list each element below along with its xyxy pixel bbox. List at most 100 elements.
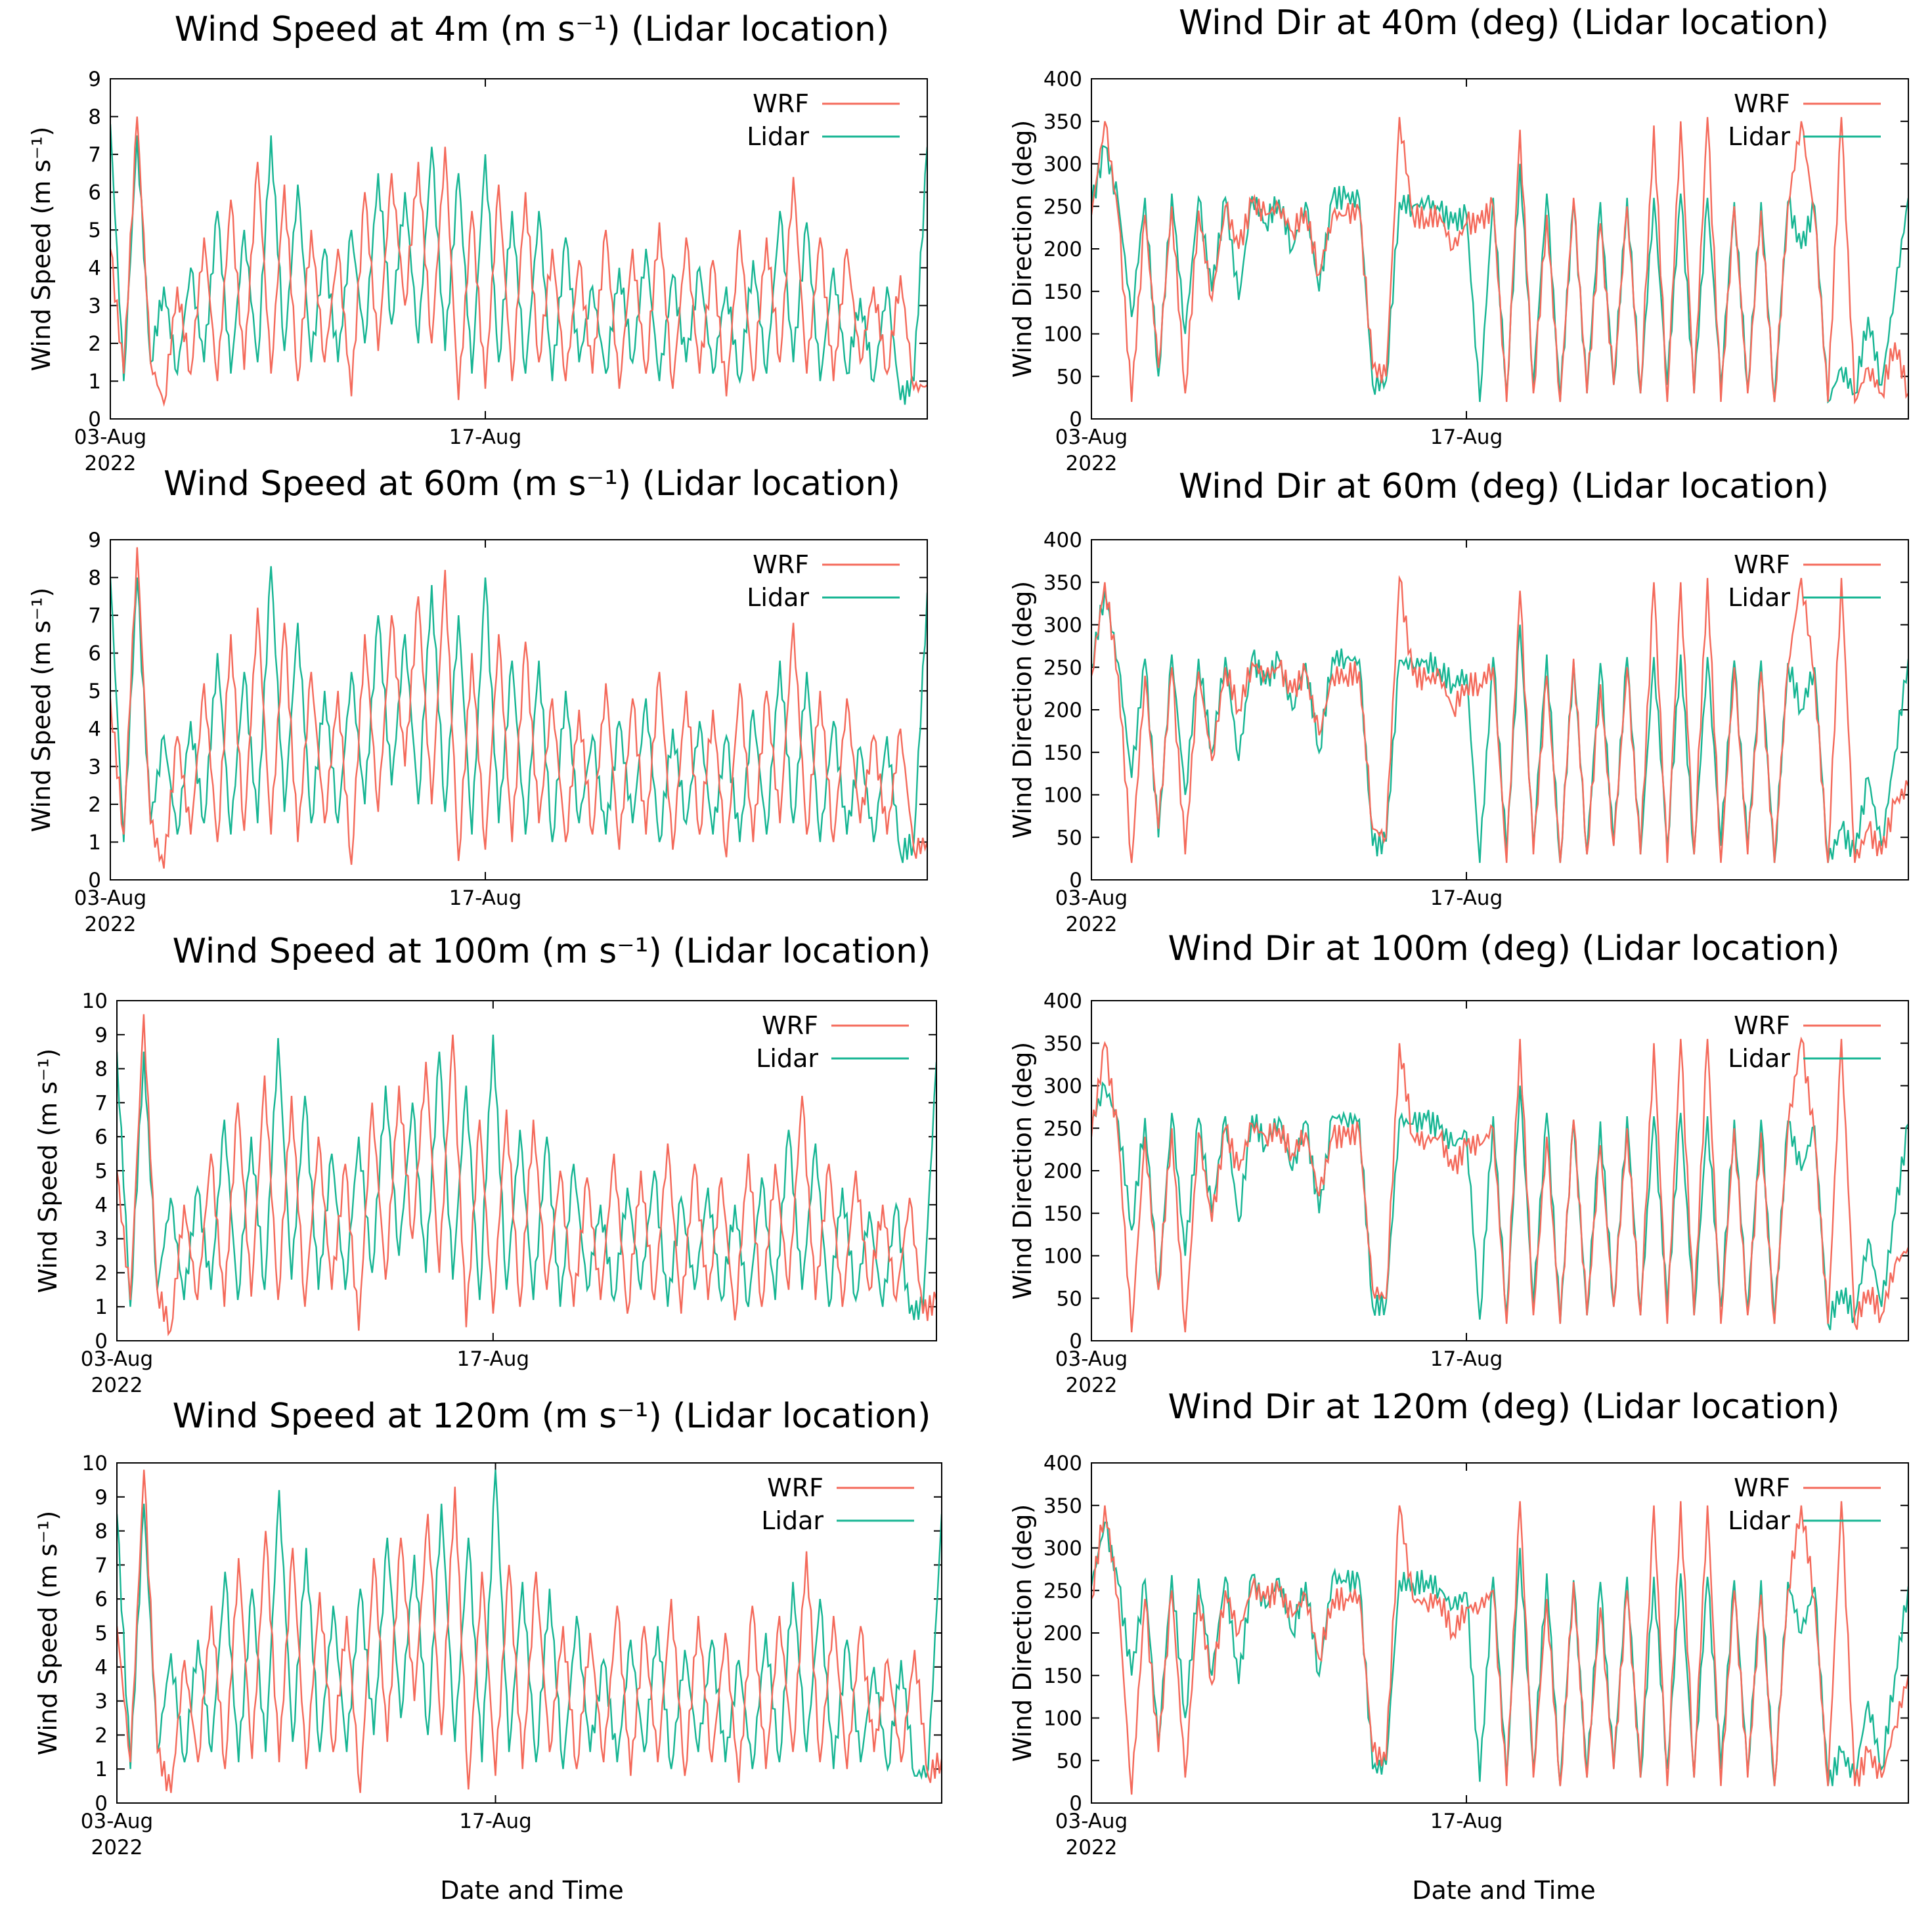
y-tick-label: 7 (88, 143, 101, 167)
legend-label-wrf: WRF (753, 89, 809, 118)
y-tick-label: 3 (95, 1690, 108, 1714)
series-line-wrf (1091, 1036, 1908, 1333)
y-tick-label: 1 (88, 831, 101, 854)
chart-title: Wind Dir at 120m (deg) (Lidar location) (1168, 1387, 1839, 1427)
y-tick-label: 350 (1043, 1032, 1082, 1056)
y-tick-label: 6 (95, 1588, 108, 1611)
plot-frame (1091, 539, 1909, 881)
y-tick-label: 9 (88, 68, 101, 91)
y-tick-label: 350 (1043, 110, 1082, 134)
y-tick-label: 8 (95, 1520, 108, 1544)
y-tick-label: 8 (88, 106, 101, 129)
y-tick-label: 0 (88, 869, 101, 892)
legend-label-lidar: Lidar (1728, 1044, 1790, 1073)
y-tick-label: 0 (1069, 1792, 1082, 1816)
series-line-wrf (1091, 1501, 1908, 1795)
y-tick-label: 7 (88, 604, 101, 628)
x-tick-label: 03-Aug (81, 1347, 153, 1371)
y-tick-label: 250 (1043, 1117, 1082, 1141)
y-tick-label: 300 (1043, 1537, 1082, 1561)
y-tick-label: 0 (1069, 408, 1082, 431)
y-tick-label: 6 (88, 181, 101, 205)
y-tick-label: 150 (1043, 741, 1082, 765)
y-tick-label: 400 (1043, 990, 1082, 1013)
chart-panel-8: Wind Dir at 120m (deg) (Lidar location) 0… (1008, 1387, 1909, 1860)
y-tick-label: 200 (1043, 238, 1082, 261)
x-tick-label: 17-Aug (457, 1347, 529, 1371)
x-tick-label: 03-Aug (1055, 1347, 1128, 1371)
x-tick-sublabel: 2022 (91, 1374, 143, 1397)
x-tick-label: 03-Aug (81, 1810, 153, 1833)
x-tick-label: 03-Aug (1055, 425, 1128, 449)
chart-title: Wind Speed at 100m (m s⁻¹) (Lidar locati… (173, 932, 931, 971)
x-tick-label: 17-Aug (1430, 425, 1503, 449)
y-axis-label: Wind Direction (deg) (1008, 1042, 1037, 1300)
y-tick-label: 250 (1043, 1579, 1082, 1603)
y-tick-label: 150 (1043, 1202, 1082, 1226)
y-axis-label: Wind Speed (m s⁻¹) (33, 1049, 62, 1294)
y-tick-label: 2 (95, 1261, 108, 1285)
y-tick-label: 1 (95, 1758, 108, 1781)
legend-label-lidar: Lidar (747, 122, 809, 151)
y-tick-label: 0 (1069, 869, 1082, 892)
y-axis-label: Wind Direction (deg) (1008, 120, 1037, 378)
y-tick-label: 50 (1057, 1749, 1082, 1773)
x-tick-sublabel: 2022 (1066, 913, 1118, 936)
legend-label-wrf: WRF (1734, 550, 1790, 579)
plot-frame (1091, 1000, 1909, 1341)
y-tick-label: 200 (1043, 699, 1082, 722)
chart-title: Wind Speed at 60m (m s⁻¹) (Lidar locatio… (164, 464, 900, 504)
y-tick-label: 3 (88, 755, 101, 779)
y-tick-label: 400 (1043, 68, 1082, 91)
y-tick-label: 0 (95, 1792, 108, 1816)
chart-title: Wind Dir at 40m (deg) (Lidar location) (1179, 3, 1829, 43)
legend-label-lidar: Lidar (761, 1506, 823, 1535)
plot-frame (110, 539, 928, 881)
y-tick-label: 50 (1057, 826, 1082, 850)
chart-panel-7: Wind Speed at 120m (m s⁻¹) (Lidar locati… (33, 1397, 942, 1860)
x-axis-label-right: Date and Time (1412, 1876, 1595, 1905)
y-tick-label: 4 (88, 718, 101, 741)
legend-label-wrf: WRF (1734, 89, 1790, 118)
chart-panel-2: Wind Dir at 40m (deg) (Lidar location) 0 5… (1008, 3, 1909, 475)
y-tick-label: 2 (95, 1724, 108, 1747)
x-tick-sublabel: 2022 (1066, 1836, 1118, 1860)
y-tick-label: 250 (1043, 195, 1082, 219)
x-axis-label-left: Date and Time (440, 1876, 623, 1905)
x-tick-label: 03-Aug (1055, 1810, 1128, 1833)
chart-panel-4: Wind Dir at 60m (deg) (Lidar location) 0 5… (1008, 467, 1909, 936)
plot-frame (116, 1000, 937, 1341)
plot-frame (116, 1462, 942, 1804)
y-tick-label: 1 (88, 370, 101, 393)
y-tick-label: 6 (88, 642, 101, 666)
y-tick-label: 5 (95, 1160, 108, 1183)
chart-title: Wind Dir at 60m (deg) (Lidar location) (1179, 467, 1829, 506)
y-axis-label: Wind Speed (m s⁻¹) (27, 588, 56, 833)
chart-panel-6: Wind Dir at 100m (deg) (Lidar location) 0… (1008, 929, 1909, 1397)
legend-label-wrf: WRF (753, 550, 809, 579)
y-tick-label: 150 (1043, 1664, 1082, 1688)
y-tick-label: 300 (1043, 614, 1082, 638)
y-axis-label: Wind Direction (deg) (1008, 581, 1037, 839)
y-tick-label: 400 (1043, 529, 1082, 552)
plot-frame (1091, 78, 1909, 420)
legend-label-lidar: Lidar (747, 583, 809, 612)
series-line-lidar (110, 124, 927, 405)
y-tick-label: 100 (1043, 1707, 1082, 1731)
y-tick-label: 150 (1043, 280, 1082, 304)
y-tick-label: 0 (88, 408, 101, 431)
y-tick-label: 9 (95, 1486, 108, 1510)
y-tick-label: 350 (1043, 1494, 1082, 1518)
y-tick-label: 4 (88, 257, 101, 280)
series-line-lidar (1091, 1521, 1908, 1787)
x-tick-label: 03-Aug (74, 425, 146, 449)
y-tick-label: 200 (1043, 1622, 1082, 1645)
legend-label-wrf: WRF (1734, 1473, 1790, 1502)
series-line-wrf (110, 547, 927, 869)
legend-label-lidar: Lidar (1728, 122, 1790, 151)
y-axis-label: Wind Speed (m s⁻¹) (27, 127, 56, 372)
y-tick-label: 50 (1057, 365, 1082, 389)
y-tick-label: 2 (88, 332, 101, 356)
y-tick-label: 0 (95, 1330, 108, 1353)
